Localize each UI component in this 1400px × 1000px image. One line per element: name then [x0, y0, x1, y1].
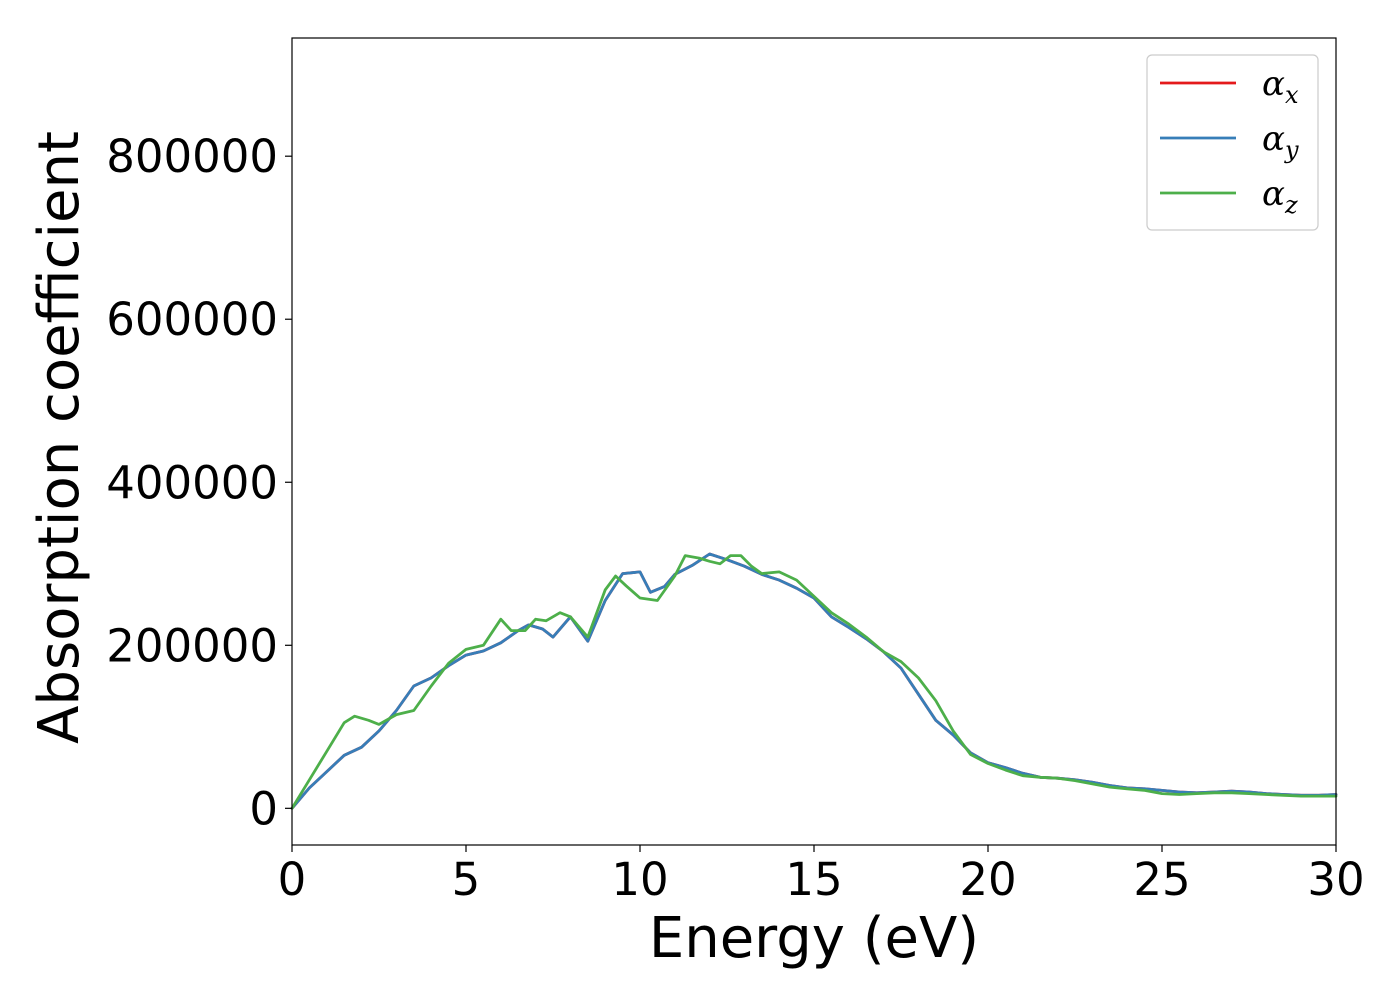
y-tick-label: 800000 [106, 130, 278, 183]
legend: αx αy αz [1146, 54, 1319, 231]
x-tick-label: 25 [1133, 853, 1190, 906]
x-tick-label: 30 [1307, 853, 1364, 906]
legend-item-y: αy [1160, 119, 1299, 164]
y-tick-label: 200000 [106, 619, 278, 672]
series-line-z [290, 554, 1338, 810]
x-tick-label: 20 [959, 853, 1016, 906]
x-axis: 0 5 10 15 20 25 30 [278, 845, 1365, 906]
series-layer [290, 552, 1338, 810]
series-line-y [290, 552, 1338, 810]
x-tick-label: 5 [452, 853, 481, 906]
x-tick-label: 15 [785, 853, 842, 906]
legend-item-z: αz [1160, 174, 1298, 219]
y-tick-label: 600000 [106, 293, 278, 346]
y-axis: 0 200000 400000 600000 800000 [106, 130, 292, 835]
x-axis-label: Energy (eV) [649, 906, 979, 971]
legend-box [1146, 54, 1319, 231]
y-axis-label: Absorption coefficient [27, 131, 92, 744]
legend-label: αy [1262, 119, 1299, 164]
y-tick-label: 400000 [106, 456, 278, 509]
x-tick-label: 10 [611, 853, 668, 906]
legend-item-x: αx [1160, 64, 1299, 109]
x-tick-label: 0 [278, 853, 307, 906]
legend-label: αz [1262, 174, 1298, 219]
legend-label: αx [1262, 64, 1299, 109]
y-tick-label: 0 [249, 782, 278, 835]
